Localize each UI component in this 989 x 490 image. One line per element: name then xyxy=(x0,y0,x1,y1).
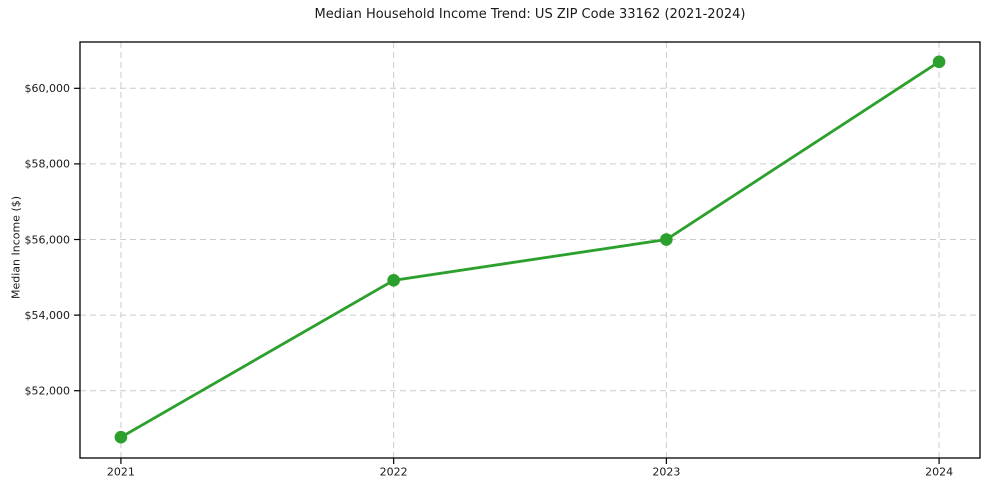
y-tick-label: $60,000 xyxy=(25,82,71,95)
x-tick-label: 2021 xyxy=(107,466,135,479)
data-point xyxy=(660,233,673,246)
x-tick-label: 2024 xyxy=(925,466,953,479)
plot-border xyxy=(79,41,981,459)
chart-title: Median Household Income Trend: US ZIP Co… xyxy=(314,7,746,22)
y-tick-label: $56,000 xyxy=(25,233,71,246)
data-point xyxy=(387,274,400,287)
y-tick-label: $54,000 xyxy=(25,309,71,322)
x-tick-label: 2023 xyxy=(652,466,680,479)
y-tick-label: $58,000 xyxy=(25,158,71,171)
income-trend-line xyxy=(119,60,941,439)
x-tick-label: 2022 xyxy=(380,466,408,479)
y-tick-label: $52,000 xyxy=(25,385,71,398)
data-point xyxy=(932,55,946,69)
data-point xyxy=(114,430,128,444)
